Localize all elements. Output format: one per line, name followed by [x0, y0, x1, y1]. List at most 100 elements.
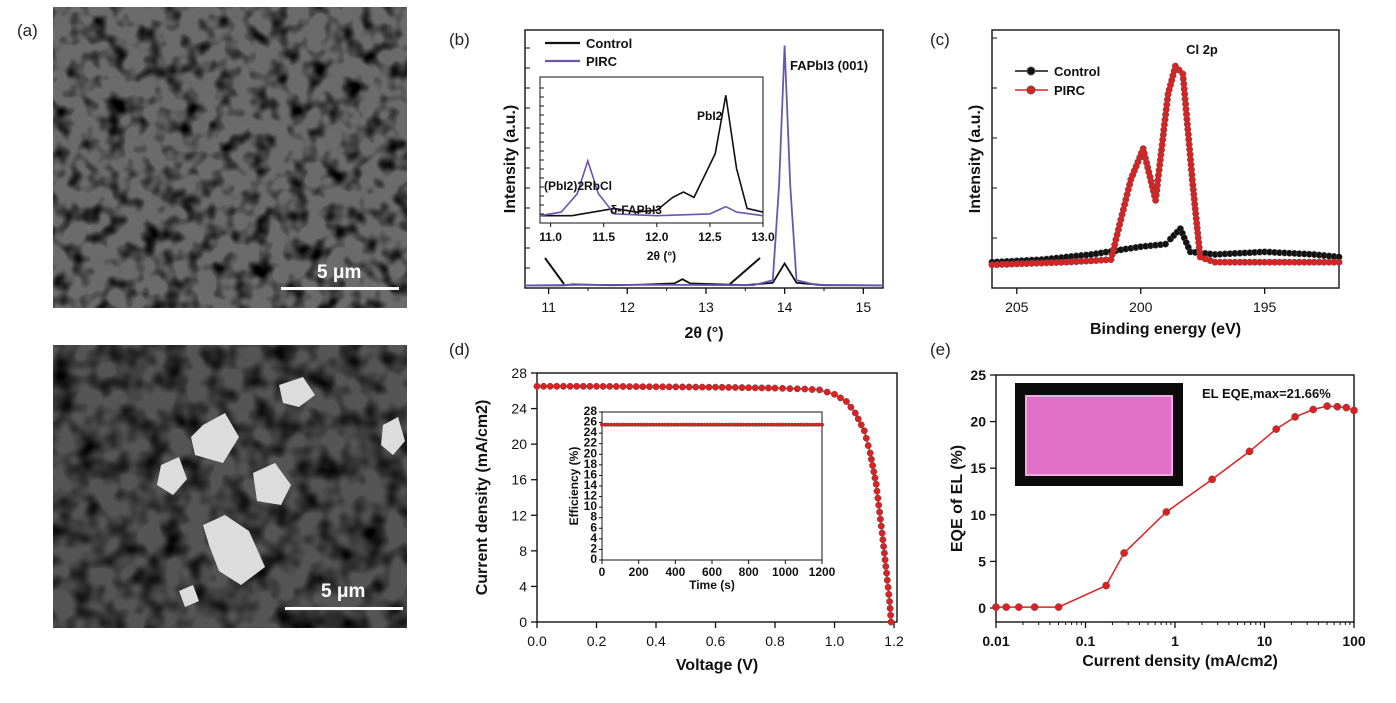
- chart-e-marker: [1054, 603, 1063, 611]
- chart-d-inset-ylabel: Efficiency (%): [567, 447, 581, 526]
- chart-e-marker: [1002, 603, 1011, 611]
- panel-letter-b: (b): [449, 30, 470, 49]
- chart-d-marker: [823, 388, 831, 396]
- chart-d-marker: [866, 449, 874, 457]
- chart-d-marker: [875, 501, 883, 509]
- chart-d-marker: [546, 382, 554, 390]
- chart-b-xrd: 11 12 13 14 15 2θ (°) Intensity (a.u.) FAPbI3 (…: [502, 29, 884, 342]
- chart-e-ytick-label: 25: [970, 367, 986, 383]
- chart-d-xtick-label: 0.4: [646, 633, 666, 649]
- chart-d-xlabel: Voltage (V): [676, 657, 758, 674]
- chart-c-marker: [1335, 258, 1343, 266]
- chart-d-marker: [645, 383, 653, 391]
- chart-d-frame: [536, 372, 898, 623]
- chart-c-xps: 205 200 195 Binding energy (eV) Intensity (a…: [967, 29, 1343, 338]
- chart-d-marker: [877, 522, 885, 530]
- chart-d-inset-ytick-label: 18: [584, 457, 598, 471]
- chart-d-marker: [692, 383, 700, 391]
- chart-d-ytick-label: 12: [511, 507, 527, 523]
- chart-b-inset-xtick-label: 13.0: [751, 230, 775, 244]
- chart-d-marker: [867, 455, 875, 463]
- chart-d-marker: [882, 562, 890, 570]
- chart-b-ylabel: Intensity (a.u.): [502, 105, 519, 213]
- chart-d-inset-xtick-label: 400: [665, 565, 685, 579]
- chart-d-inset-xtick-label: 600: [702, 565, 722, 579]
- chart-b-inset-label-rbcl: (PbI2)2RbCl: [544, 179, 612, 193]
- chart-e-marker: [1120, 549, 1128, 557]
- chart-d-marker: [738, 384, 746, 392]
- chart-d-ytick-label: 28: [511, 365, 527, 381]
- chart-e-marker: [1030, 603, 1039, 611]
- chart-c-legend-marker: [1026, 66, 1036, 76]
- chart-d-marker: [619, 383, 627, 390]
- chart-e-xtick-label: 10: [1257, 633, 1273, 649]
- chart-d-marker: [873, 487, 881, 495]
- chart-d-marker: [566, 382, 574, 390]
- chart-d-marker: [579, 382, 587, 390]
- chart-d-marker: [698, 383, 706, 391]
- chart-d-inset-xlabel: Time (s): [689, 578, 735, 592]
- chart-d-inset-xtick-label: 1200: [809, 565, 836, 579]
- chart-d-marker: [851, 409, 859, 417]
- chart-c-series-control: [988, 225, 1343, 266]
- chart-d-marker: [854, 415, 862, 423]
- chart-c-peak-label: Cl 2p: [1186, 42, 1218, 57]
- chart-d-jv: 0.0 0.2 0.4 0.6 0.8 1.0 1.20481216202428Voltag…: [474, 365, 904, 674]
- chart-d-marker: [876, 515, 884, 523]
- chart-c-legend-label: PIRC: [1054, 83, 1086, 98]
- chart-d-marker: [786, 385, 794, 393]
- chart-c-xlabel: Binding energy (eV): [1090, 321, 1241, 338]
- chart-e-xtick-label: 0.01: [982, 633, 1009, 649]
- chart-d-marker: [626, 383, 634, 391]
- chart-b-series-pirc: [524, 45, 884, 287]
- panel-letter-d: (d): [449, 340, 470, 359]
- chart-d-marker: [559, 382, 567, 390]
- chart-d-marker: [540, 382, 548, 390]
- chart-b-xlabel: 2θ (°): [684, 325, 723, 342]
- chart-d-marker: [731, 384, 739, 391]
- chart-b-legend-label: PIRC: [586, 54, 618, 69]
- chart-d-inset-ytick-label: 20: [584, 446, 598, 460]
- chart-d-inset-ytick-label: 24: [584, 425, 598, 439]
- chart-e-ytick-label: 20: [970, 414, 986, 430]
- chart-d-marker: [884, 583, 892, 591]
- chart-d-marker: [881, 556, 889, 564]
- chart-d-marker: [612, 383, 620, 390]
- scale-label-bottom: 5 μm: [321, 581, 366, 602]
- chart-d-marker: [837, 394, 844, 402]
- chart-e-marker: [1102, 581, 1110, 590]
- chart-e-xtick-label: 0.1: [1076, 633, 1096, 649]
- chart-d-marker: [659, 383, 667, 391]
- scale-bar-bottom: [285, 607, 403, 610]
- chart-b-xtick-label: 12: [619, 299, 635, 315]
- chart-b-inset-series-pirc: [539, 158, 764, 217]
- chart-d-marker: [883, 569, 891, 577]
- chart-d-ytick-label: 16: [511, 472, 527, 488]
- chart-e-ytick-label: 10: [970, 507, 986, 523]
- sem-image-top: 5 μm: [53, 7, 407, 308]
- chart-d-inset-marker: [819, 422, 825, 427]
- chart-b-inset-xtick-label: 12.0: [645, 230, 669, 244]
- chart-d-marker: [883, 576, 891, 584]
- chart-d-marker: [860, 427, 868, 435]
- chart-d-inset-ytick-label: 6: [590, 520, 597, 534]
- chart-d-marker: [718, 383, 726, 391]
- chart-e-marker: [1208, 475, 1216, 484]
- chart-b-xtick-label: 15: [856, 299, 872, 315]
- chart-d-marker: [758, 384, 766, 392]
- chart-b-inset-label-delta: δ-FAPbI3: [610, 203, 662, 217]
- chart-b-inset-xlabel: 2θ (°): [647, 249, 676, 263]
- chart-c-xtick-label: 195: [1253, 299, 1277, 315]
- chart-e-eqe-max-label: EL EQE,max=21.66%: [1202, 386, 1331, 401]
- chart-d-inset-xtick-label: 800: [739, 565, 759, 579]
- chart-c-legend-marker: [1026, 85, 1036, 95]
- chart-d-marker: [725, 383, 733, 391]
- chart-e-marker: [1291, 413, 1299, 421]
- chart-d-ylabel: Current density (mA/cm2): [474, 400, 491, 596]
- chart-d-inset-xtick-label: 1000: [772, 565, 799, 579]
- chart-d-marker: [685, 383, 693, 391]
- chart-d-marker: [886, 598, 894, 605]
- chart-d-inset-ytick-label: 26: [584, 415, 598, 429]
- chart-c-frame: [991, 29, 1340, 289]
- chart-d-marker: [886, 604, 894, 612]
